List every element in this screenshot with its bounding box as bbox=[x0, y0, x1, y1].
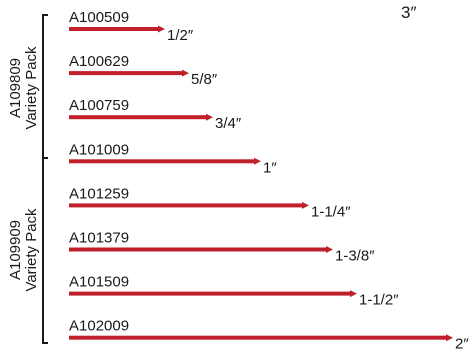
pin-shaft bbox=[69, 27, 159, 31]
group-label-a109809-name: Variety Pack bbox=[23, 46, 40, 130]
pin-rows: A100509 1/2″ A100629 5/8″ A100759 3/4″ A101009… bbox=[69, 9, 469, 353]
part-number-label: A101509 bbox=[69, 274, 129, 291]
part-number-label: A100629 bbox=[69, 53, 129, 70]
part-number-label: A102009 bbox=[69, 318, 129, 335]
pin-tip bbox=[350, 290, 357, 298]
pin-size-label: 1″ bbox=[263, 159, 277, 176]
part-number-label: A101009 bbox=[69, 141, 129, 158]
pin-size-label: 2″ bbox=[455, 336, 469, 353]
pin-size-label: 1/2″ bbox=[167, 27, 194, 44]
group-label-a109909-code: A109909 bbox=[7, 220, 24, 280]
pin-shaft bbox=[69, 247, 327, 252]
pin-tip bbox=[158, 25, 165, 33]
pin-row-a100629: A100629 5/8″ bbox=[69, 53, 218, 88]
pin-size-label: 3/4″ bbox=[215, 115, 242, 132]
pin-shaft bbox=[69, 71, 183, 76]
pin-tip bbox=[446, 334, 453, 342]
pin-shaft bbox=[69, 335, 447, 340]
group-bracket-a109809 bbox=[42, 14, 48, 159]
pin-size-label: 1-1/4″ bbox=[311, 203, 351, 220]
pin-size-label: 1-1/2″ bbox=[359, 292, 399, 309]
pin-tip bbox=[302, 201, 309, 209]
group-label-a109809-code: A109809 bbox=[7, 58, 24, 118]
pin-row-a100759: A100759 3/4″ bbox=[69, 97, 242, 132]
pin-row-a100509: A100509 1/2″ bbox=[69, 9, 194, 44]
pin-shaft bbox=[69, 203, 303, 208]
pin-tip bbox=[182, 69, 189, 77]
group-bracket-a109909 bbox=[42, 157, 48, 344]
group-label-a109909-name: Variety Pack bbox=[23, 208, 40, 292]
pin-row-a101009: A101009 1″ bbox=[69, 141, 277, 176]
corner-size-label: 3″ bbox=[401, 3, 416, 22]
pin-row-a101509: A101509 1-1/2″ bbox=[69, 274, 399, 309]
pin-tip bbox=[326, 246, 333, 253]
pin-shaft bbox=[69, 159, 255, 164]
pin-shaft bbox=[69, 115, 207, 120]
part-number-label: A100759 bbox=[69, 97, 129, 114]
pin-tip bbox=[206, 113, 213, 121]
pin-row-a102009: A102009 2″ bbox=[69, 318, 469, 353]
pin-size-label: 5/8″ bbox=[191, 71, 218, 88]
pin-row-a101379: A101379 1-3/8″ bbox=[69, 230, 375, 265]
pin-row-a101259: A101259 1-1/4″ bbox=[69, 185, 351, 220]
part-number-label: A100509 bbox=[69, 9, 129, 26]
pin-size-label: 1-3/8″ bbox=[335, 248, 375, 265]
part-number-label: A101259 bbox=[69, 185, 129, 202]
pin-shaft bbox=[69, 291, 351, 296]
pin-tip bbox=[254, 157, 261, 165]
part-number-label: A101379 bbox=[69, 230, 129, 247]
